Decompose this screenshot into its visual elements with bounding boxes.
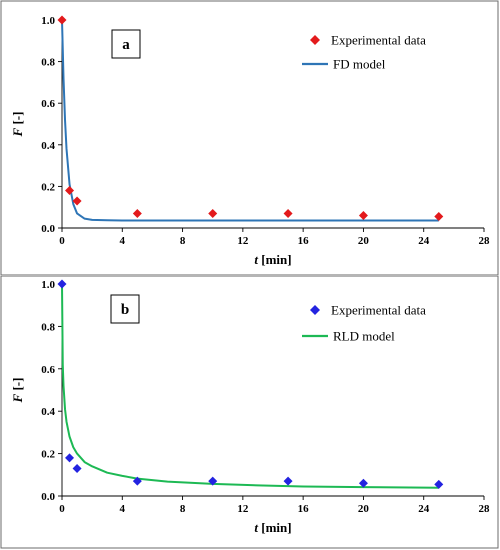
panel-b-data-point (132, 476, 142, 486)
panel-a-x-tick-label: 4 (120, 235, 126, 247)
panel-a-y-tick-label: 0.4 (41, 140, 55, 152)
panel-b-legend-marker-experimental (310, 305, 320, 315)
panel-b-y-tick-label: 0.8 (41, 321, 55, 333)
panel-a-x-tick-label: 28 (479, 235, 491, 247)
panel-b-x-axis-title: t [min] (254, 520, 291, 535)
panel-b-label-box (110, 294, 140, 324)
panel-a-y-axis-title: F [-] (10, 112, 25, 138)
panel-b-data-point (434, 479, 444, 489)
panel-b-data-point (358, 478, 368, 488)
panel-a-x-tick-label: 8 (180, 235, 186, 247)
panel-a-legend-label-model: FD model (333, 57, 386, 72)
panel-a-legend-label-experimental: Experimental data (331, 33, 426, 48)
panel-a-model-curve (61, 19, 439, 222)
panel-b-y-axis-title: F [-] (10, 378, 25, 404)
panel-a-y-tick-label: 0.8 (41, 57, 55, 69)
panel-a-data-point (283, 208, 293, 218)
panel-b-x-tick-label: 8 (180, 503, 186, 515)
panel-a-legend-marker-experimental (310, 35, 320, 45)
panel-b-y-tick-label: 0.4 (41, 406, 55, 418)
panel-a-label-box (111, 29, 141, 59)
panel-a-x-tick-label: 20 (358, 235, 370, 247)
panel-b-model-curve (61, 283, 439, 489)
panel-b-data-point (57, 279, 67, 289)
panel-a-label: a (122, 37, 130, 53)
panel-b-data-point (72, 463, 82, 473)
panel-b-y-tick-label: 1.0 (41, 279, 55, 291)
panel-a-data-point (72, 196, 82, 206)
panel-b-legend-label-model: RLD model (333, 329, 395, 344)
panel-a-y-tick-label: 0.6 (41, 98, 55, 110)
panel-a-x-tick-label: 12 (237, 235, 249, 247)
panel-b-data-point (208, 476, 218, 486)
panel-a-data-point (434, 212, 444, 222)
panel-a-data-point (132, 208, 142, 218)
panel-b-x-tick-label: 4 (120, 503, 126, 515)
panel-a-x-tick-label: 16 (298, 235, 310, 247)
panel-b-x-tick-label: 28 (479, 503, 491, 515)
panel-a-y-tick-label: 0.2 (41, 181, 55, 193)
panel-a-frame (0, 0, 499, 276)
panel-a-data-point (57, 15, 67, 25)
panel-b-label: b (121, 302, 129, 318)
panel-a-x-axis-title: t [min] (254, 252, 291, 267)
panel-b-x-tick-label: 20 (358, 503, 370, 515)
panel-b-y-tick-label: 0.0 (41, 491, 55, 503)
panel-b-x-tick-label: 16 (298, 503, 310, 515)
panel-a-data-point (208, 208, 218, 218)
panel-a-data-point (65, 186, 75, 196)
chart-panel-a: 0 4 8 12 16 20 24 28 0.0 0.2 0.4 0.6 0.8 1.0 t [min] F … (0, 0, 499, 276)
panel-b-data-point (283, 476, 293, 486)
panel-b-legend-label-experimental: Experimental data (331, 303, 426, 318)
panel-b-x-tick-label: 24 (418, 503, 430, 515)
panel-a-x-tick-label: 0 (59, 235, 65, 247)
panel-b-y-tick-label: 0.6 (41, 364, 55, 376)
chart-panel-b: 0 4 8 12 16 20 24 28 0.0 0.2 0.4 0.6 0.8 1.0 t [min] F … (0, 276, 499, 549)
panel-b-x-tick-label: 12 (237, 503, 249, 515)
panel-a-y-tick-label: 1.0 (41, 15, 55, 27)
panel-b-frame (0, 276, 499, 549)
panel-b-data-point (65, 453, 75, 463)
panel-a-y-tick-label: 0.0 (41, 223, 55, 235)
panel-b-x-tick-label: 0 (59, 503, 65, 515)
panel-a-data-point (358, 211, 368, 221)
panel-b-y-tick-label: 0.2 (41, 449, 55, 461)
panel-a-x-tick-label: 24 (418, 235, 430, 247)
